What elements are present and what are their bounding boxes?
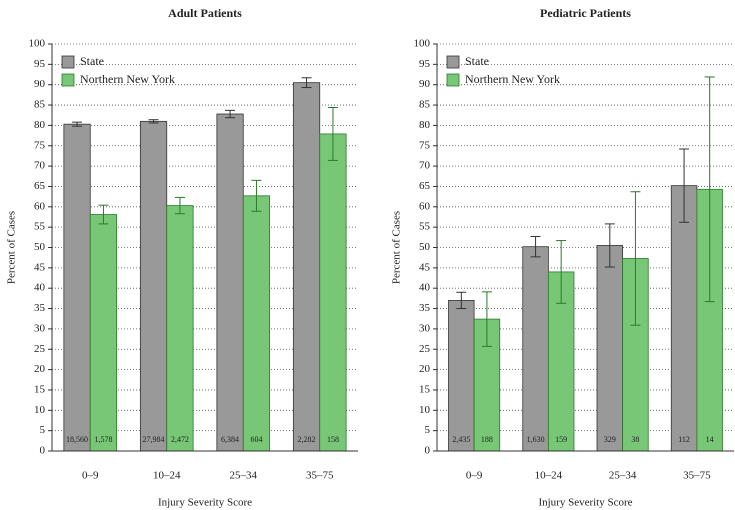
y-tick-label: 20 xyxy=(419,363,431,375)
legend-swatch xyxy=(61,73,75,87)
legend-label: Northern New York xyxy=(80,72,175,86)
chart: Pediatric Patients Percent of Cases Injury… xyxy=(391,6,734,509)
y-tick-label: 5 xyxy=(40,424,46,436)
count-label: 604 xyxy=(250,435,262,444)
y-tick-label: 50 xyxy=(34,241,46,253)
y-tick-label: 40 xyxy=(419,282,431,294)
y-tick-label: 35 xyxy=(419,302,431,314)
y-axis-label: Percent of Cases xyxy=(391,211,403,284)
count-label: 27,984 xyxy=(143,435,165,444)
legend-label: State xyxy=(465,54,489,68)
bar xyxy=(242,195,271,452)
count-label: 2,435 xyxy=(452,435,470,444)
count-label: 158 xyxy=(327,435,339,444)
bar xyxy=(216,113,244,452)
y-tick-label: 90 xyxy=(419,78,431,90)
y-tick-label: 15 xyxy=(419,383,431,395)
y-tick-label: 90 xyxy=(34,78,46,90)
y-tick-label: 80 xyxy=(34,119,46,131)
y-tick-label: 45 xyxy=(34,261,46,273)
y-tick-label: 65 xyxy=(419,180,431,192)
y-tick-label: 50 xyxy=(419,241,431,253)
y-tick-label: 40 xyxy=(34,282,46,294)
count-label: 2,282 xyxy=(298,435,316,444)
y-tick-label: 20 xyxy=(34,363,46,375)
y-tick-label: 95 xyxy=(34,58,46,70)
y-tick-label: 5 xyxy=(425,424,431,436)
count-label: 329 xyxy=(604,435,616,444)
x-tick-label: 35–75 xyxy=(683,470,711,482)
y-tick-label: 85 xyxy=(34,99,46,111)
y-tick-label: 60 xyxy=(34,200,46,212)
y-tick-label: 10 xyxy=(34,404,46,416)
y-tick-label: 55 xyxy=(419,221,431,233)
bar xyxy=(292,82,321,452)
y-axis-label: Percent of Cases xyxy=(6,211,18,284)
bar xyxy=(89,214,118,452)
y-tick-label: 10 xyxy=(419,404,431,416)
x-tick-label: 35–75 xyxy=(306,470,334,482)
x-axis-label: Injury Severity Score xyxy=(538,497,632,509)
chart-title: Pediatric Patients xyxy=(540,6,631,20)
x-axis-label: Injury Severity Score xyxy=(158,497,252,509)
bar xyxy=(448,300,475,452)
x-tick-label: 25–34 xyxy=(230,470,258,482)
y-tick-label: 0 xyxy=(40,445,46,457)
y-tick-label: 95 xyxy=(419,58,431,70)
y-tick-label: 55 xyxy=(34,221,46,233)
legend-swatch xyxy=(446,73,460,87)
y-tick-label: 65 xyxy=(34,180,46,192)
bar xyxy=(139,120,168,452)
count-label: 2,472 xyxy=(171,435,189,444)
count-label: 1,630 xyxy=(527,435,545,444)
y-tick-label: 85 xyxy=(419,99,431,111)
x-tick-label: 0–9 xyxy=(466,470,483,482)
bar xyxy=(596,245,624,452)
chart-title: Adult Patients xyxy=(168,6,242,20)
legend-swatch xyxy=(61,55,75,69)
y-tick-label: 45 xyxy=(419,261,431,273)
legend-label: State xyxy=(80,54,104,68)
x-tick-label: 25–34 xyxy=(609,470,637,482)
chart: Adult Patients Percent of Cases Injury Sev… xyxy=(6,6,358,509)
bar xyxy=(166,205,194,452)
y-tick-label: 80 xyxy=(419,119,431,131)
y-tick-label: 30 xyxy=(419,322,431,334)
y-tick-label: 35 xyxy=(34,302,46,314)
y-tick-label: 75 xyxy=(34,139,46,151)
count-label: 18,560 xyxy=(66,435,88,444)
y-tick-label: 75 xyxy=(419,139,431,151)
x-tick-label: 0–9 xyxy=(82,470,99,482)
y-tick-label: 70 xyxy=(419,160,431,172)
y-tick-label: 60 xyxy=(419,200,431,212)
bar xyxy=(670,185,698,452)
count-label: 112 xyxy=(678,435,690,444)
legend-swatch xyxy=(446,55,460,69)
y-tick-label: 0 xyxy=(425,445,431,457)
y-tick-label: 70 xyxy=(34,160,46,172)
count-label: 6,384 xyxy=(221,435,239,444)
count-label: 188 xyxy=(481,435,493,444)
bar xyxy=(522,246,549,452)
y-tick-label: 25 xyxy=(419,343,431,355)
x-tick-label: 10–24 xyxy=(153,470,181,482)
y-tick-label: 15 xyxy=(34,383,46,395)
count-label: 38 xyxy=(631,435,639,444)
count-label: 159 xyxy=(555,435,567,444)
y-tick-label: 100 xyxy=(29,38,46,50)
legend-label: Northern New York xyxy=(465,72,560,86)
count-label: 1,578 xyxy=(94,435,112,444)
count-label: 14 xyxy=(706,435,714,444)
bar xyxy=(319,133,347,452)
y-tick-label: 100 xyxy=(414,38,431,50)
y-tick-label: 25 xyxy=(34,343,46,355)
bar xyxy=(63,123,91,452)
y-tick-label: 30 xyxy=(34,322,46,334)
x-tick-label: 10–24 xyxy=(535,470,563,482)
